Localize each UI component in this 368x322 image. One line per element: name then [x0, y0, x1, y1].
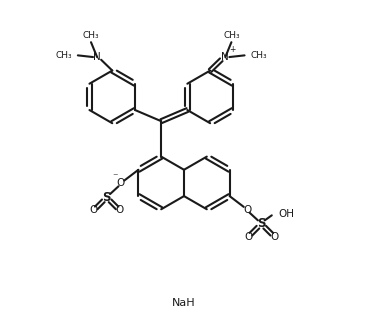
Text: CH₃: CH₃	[83, 31, 99, 40]
Text: S: S	[102, 191, 111, 204]
Text: CH₃: CH₃	[250, 51, 267, 60]
Text: N: N	[222, 52, 229, 62]
Text: CH₃: CH₃	[56, 51, 72, 60]
Text: CH₃: CH₃	[223, 31, 240, 40]
Text: NaH: NaH	[172, 298, 196, 308]
Text: O: O	[270, 232, 278, 242]
Text: S: S	[257, 217, 266, 230]
Text: O: O	[90, 205, 98, 215]
Text: O: O	[116, 205, 124, 215]
Text: N: N	[93, 52, 101, 62]
Text: ⁻: ⁻	[112, 172, 117, 182]
Text: O: O	[244, 232, 252, 242]
Text: O: O	[117, 178, 125, 188]
Text: +: +	[230, 45, 236, 54]
Text: OH: OH	[278, 209, 294, 219]
Text: O: O	[243, 204, 251, 214]
